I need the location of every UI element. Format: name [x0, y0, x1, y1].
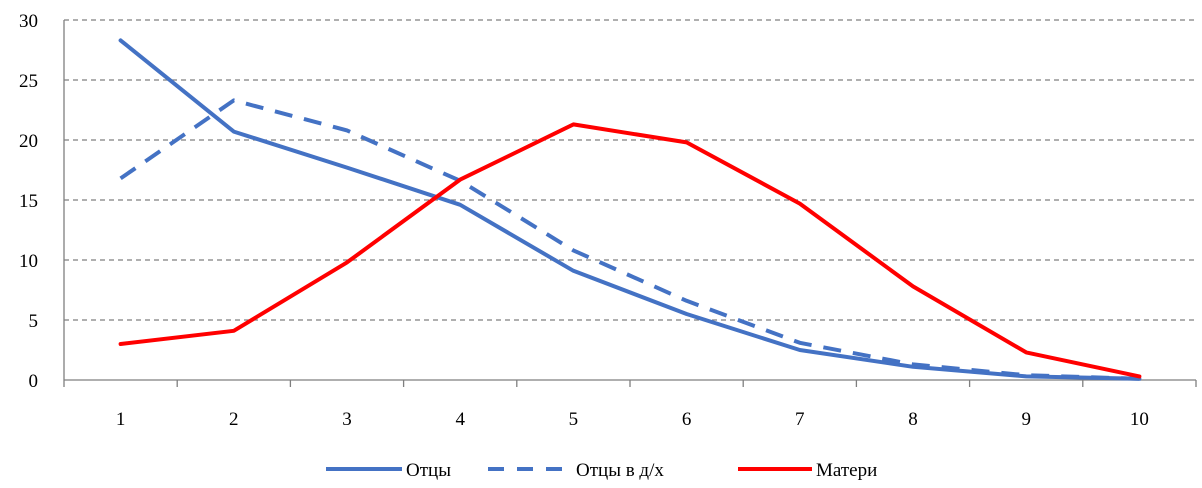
x-tick-label: 10 [1130, 409, 1149, 430]
x-tick-label: 1 [116, 409, 126, 430]
series-line-1 [118, 38, 1142, 381]
legend: Отцы Отцы в д/х Матери [326, 460, 877, 481]
y-tick-label: 20 [19, 131, 38, 152]
y-tick-label: 10 [19, 251, 38, 272]
series-line-2 [119, 98, 1140, 381]
y-tick-label: 0 [29, 371, 39, 392]
x-tick-label: 8 [908, 409, 918, 430]
x-tick-label: 6 [682, 409, 692, 430]
legend-label-2: Отцы в д/х [576, 460, 664, 481]
x-tick-label: 3 [342, 409, 352, 430]
legend-label-3: Матери [816, 460, 877, 481]
legend-label-1: Отцы [406, 460, 451, 481]
x-tick-label: 5 [569, 409, 579, 430]
y-tick-label: 25 [19, 71, 38, 92]
axes [63, 20, 1197, 387]
series-lines [118, 38, 1142, 381]
x-tick-label: 9 [1021, 409, 1031, 430]
tick-labels: 0 5 10 15 20 25 30 1 2 3 4 5 6 7 8 9 10 [19, 11, 1149, 430]
y-tick-label: 5 [29, 311, 39, 332]
series-line-3 [118, 122, 1142, 379]
y-tick-label: 30 [19, 11, 38, 32]
x-tick-label: 2 [229, 409, 239, 430]
x-tick-label: 7 [795, 409, 805, 430]
x-tick-label: 4 [455, 409, 465, 430]
y-tick-label: 15 [19, 191, 38, 212]
